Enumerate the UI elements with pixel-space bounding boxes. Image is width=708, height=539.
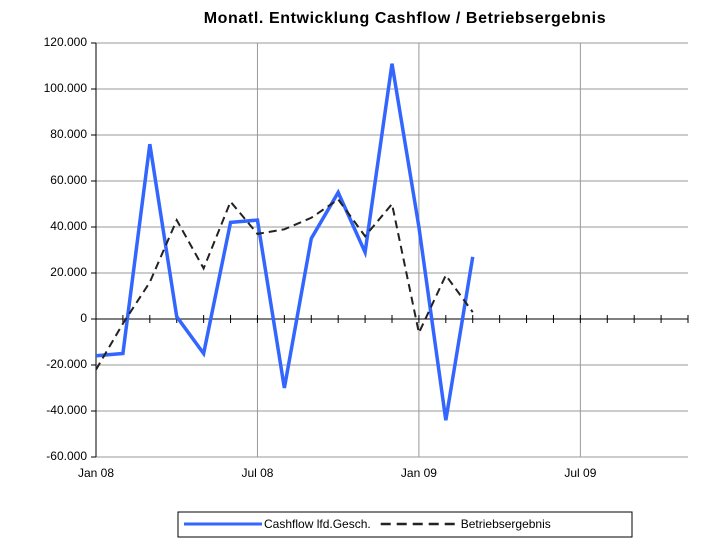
x-tick-label: Jan 09 (401, 466, 437, 480)
y-tick-label: -60.000 (46, 449, 87, 463)
y-tick-label: -40.000 (46, 403, 87, 417)
legend-label: Cashflow lfd.Gesch. (264, 517, 371, 531)
x-tick-label: Jan 08 (78, 466, 114, 480)
series-line (95, 198, 474, 371)
y-tick-label: 0 (80, 311, 87, 325)
series-line (95, 63, 475, 421)
y-tick-label: 40.000 (50, 219, 87, 233)
y-tick-label: 20.000 (50, 265, 87, 279)
y-tick-label: 120.000 (44, 35, 88, 49)
legend-label: Betriebsergebnis (461, 517, 551, 531)
y-tick-label: 60.000 (50, 173, 87, 187)
x-tick-label: Jul 08 (241, 466, 273, 480)
y-tick-label: 80.000 (50, 127, 87, 141)
y-tick-label: 100.000 (44, 81, 88, 95)
x-tick-label: Jul 09 (564, 466, 596, 480)
chart-title: Monatl. Entwicklung Cashflow / Betriebse… (204, 10, 606, 27)
y-tick-label: -20.000 (46, 357, 87, 371)
